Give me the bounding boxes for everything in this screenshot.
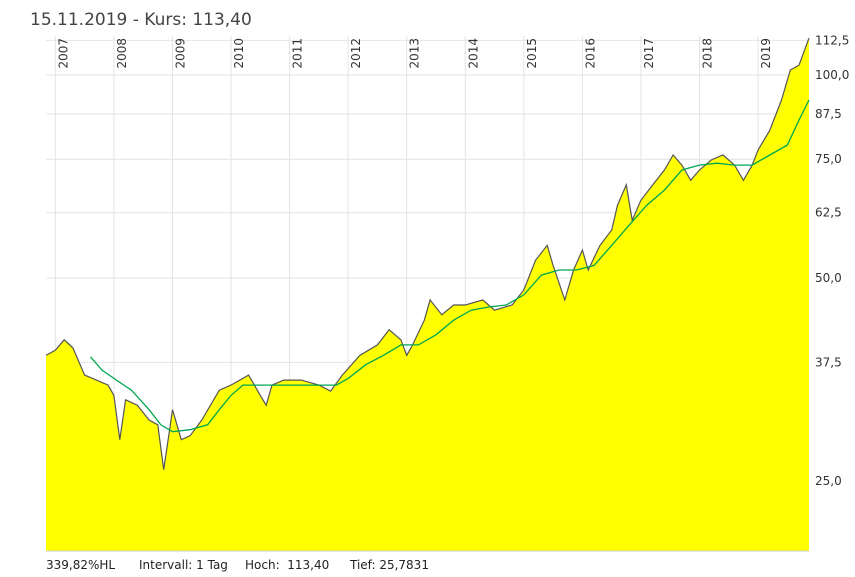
- x-tick-label: 2012: [349, 38, 363, 69]
- y-tick-label: 75,0: [815, 152, 842, 166]
- x-tick-label: 2008: [115, 38, 129, 69]
- x-tick-label: 2011: [291, 38, 305, 69]
- y-tick-label: 100,0: [815, 68, 849, 82]
- x-tick-label: 2013: [408, 38, 422, 69]
- footer-item: Intervall: 1 Tag: [139, 558, 228, 572]
- footer-item: Tief: 25,7831: [350, 558, 429, 572]
- x-tick-label: 2007: [56, 38, 70, 69]
- x-tick-label: 2018: [700, 38, 714, 69]
- x-tick-label: 2016: [583, 38, 597, 69]
- y-tick-label: 25,0: [815, 474, 842, 488]
- x-tick-label: 2019: [759, 38, 773, 69]
- x-tick-label: 2014: [466, 38, 480, 69]
- moving-average-line: [90, 99, 810, 433]
- y-tick-label: 50,0: [815, 271, 842, 285]
- y-tick-label: 112,5: [815, 33, 849, 47]
- chart-title: 15.11.2019 - Kurs: 113,40: [30, 10, 252, 30]
- y-tick-label: 62,5: [815, 206, 842, 220]
- footer-item: 339,82%HL: [46, 558, 116, 572]
- y-tick-label: 87,5: [815, 107, 842, 121]
- x-tick-label: 2017: [642, 38, 656, 69]
- footer-item: Hoch: 113,40: [245, 558, 330, 572]
- y-tick-label: 37,5: [815, 355, 842, 369]
- x-tick-label: 2010: [232, 38, 246, 69]
- price-line: [45, 37, 810, 470]
- x-tick-label: 2009: [173, 38, 187, 69]
- price-area: [46, 38, 809, 552]
- x-tick-label: 2015: [525, 38, 539, 69]
